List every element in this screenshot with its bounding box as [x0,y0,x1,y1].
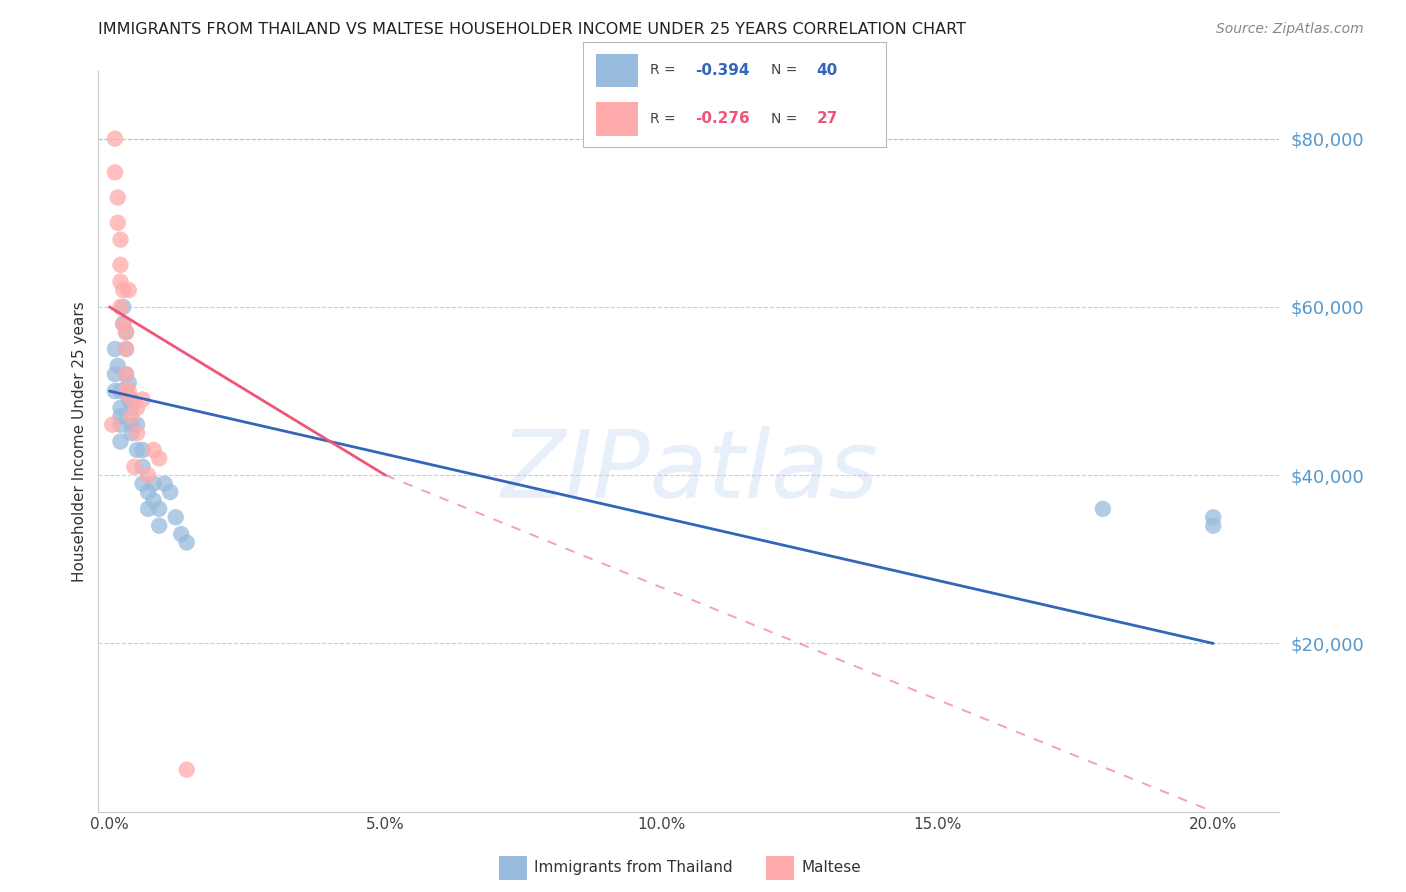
Point [107,359,129,373]
Point [110,417,132,432]
Point [136,501,159,516]
Point [121,392,143,407]
Point [142,476,165,491]
Point [115,342,138,356]
FancyBboxPatch shape [596,54,638,87]
Point [104,368,127,382]
Point [153,476,176,491]
Point [112,317,135,331]
Point [110,384,132,398]
Point [110,434,132,449]
Point [142,493,165,508]
Text: R =: R = [650,112,681,126]
Point [136,468,159,483]
Point [110,275,132,289]
Text: Immigrants from Thailand: Immigrants from Thailand [534,860,733,874]
Text: N =: N = [770,112,801,126]
Point [125,401,148,415]
Point [148,501,170,516]
Point [131,459,153,474]
FancyBboxPatch shape [596,102,638,136]
Point [176,763,198,777]
Point [148,451,170,466]
Point [136,485,159,500]
Text: Maltese: Maltese [801,860,860,874]
Point [118,376,141,390]
Point [107,216,129,230]
Point [110,233,132,247]
Point [101,417,124,432]
Text: ZIPatlas: ZIPatlas [501,425,877,516]
Point [107,190,129,204]
Point [112,283,135,297]
Point [142,442,165,457]
Point [115,384,138,398]
Point [118,384,141,398]
Text: 40: 40 [817,62,838,78]
Point [121,417,143,432]
Point [112,300,135,314]
Point [121,392,143,407]
Point [159,485,181,500]
Point [115,384,138,398]
Y-axis label: Householder Income Under 25 years: Householder Income Under 25 years [72,301,87,582]
Point [131,476,153,491]
Point [1202,518,1225,533]
Point [1202,510,1225,524]
Text: -0.394: -0.394 [696,62,749,78]
Point [104,342,127,356]
Point [118,392,141,407]
Text: 27: 27 [817,112,838,127]
Point [170,527,193,541]
Text: IMMIGRANTS FROM THAILAND VS MALTESE HOUSEHOLDER INCOME UNDER 25 YEARS CORRELATIO: IMMIGRANTS FROM THAILAND VS MALTESE HOUS… [98,22,966,37]
Point [115,325,138,339]
Point [104,165,127,179]
Point [115,342,138,356]
Point [104,131,127,145]
Point [110,401,132,415]
Text: -0.276: -0.276 [696,112,749,127]
Text: N =: N = [770,63,801,78]
Point [118,283,141,297]
Text: Source: ZipAtlas.com: Source: ZipAtlas.com [1216,22,1364,37]
Point [1091,501,1114,516]
Point [125,442,148,457]
Point [112,317,135,331]
Point [124,459,146,474]
Point [115,368,138,382]
Point [125,426,148,441]
Point [131,442,153,457]
Point [104,384,127,398]
Point [121,409,143,424]
Point [115,368,138,382]
Point [125,417,148,432]
Point [110,300,132,314]
Point [176,535,198,549]
Point [121,426,143,441]
Point [165,510,187,524]
Point [110,409,132,424]
Point [110,258,132,272]
Point [148,518,170,533]
Point [115,325,138,339]
Point [121,401,143,415]
Text: R =: R = [650,63,681,78]
Point [131,392,153,407]
